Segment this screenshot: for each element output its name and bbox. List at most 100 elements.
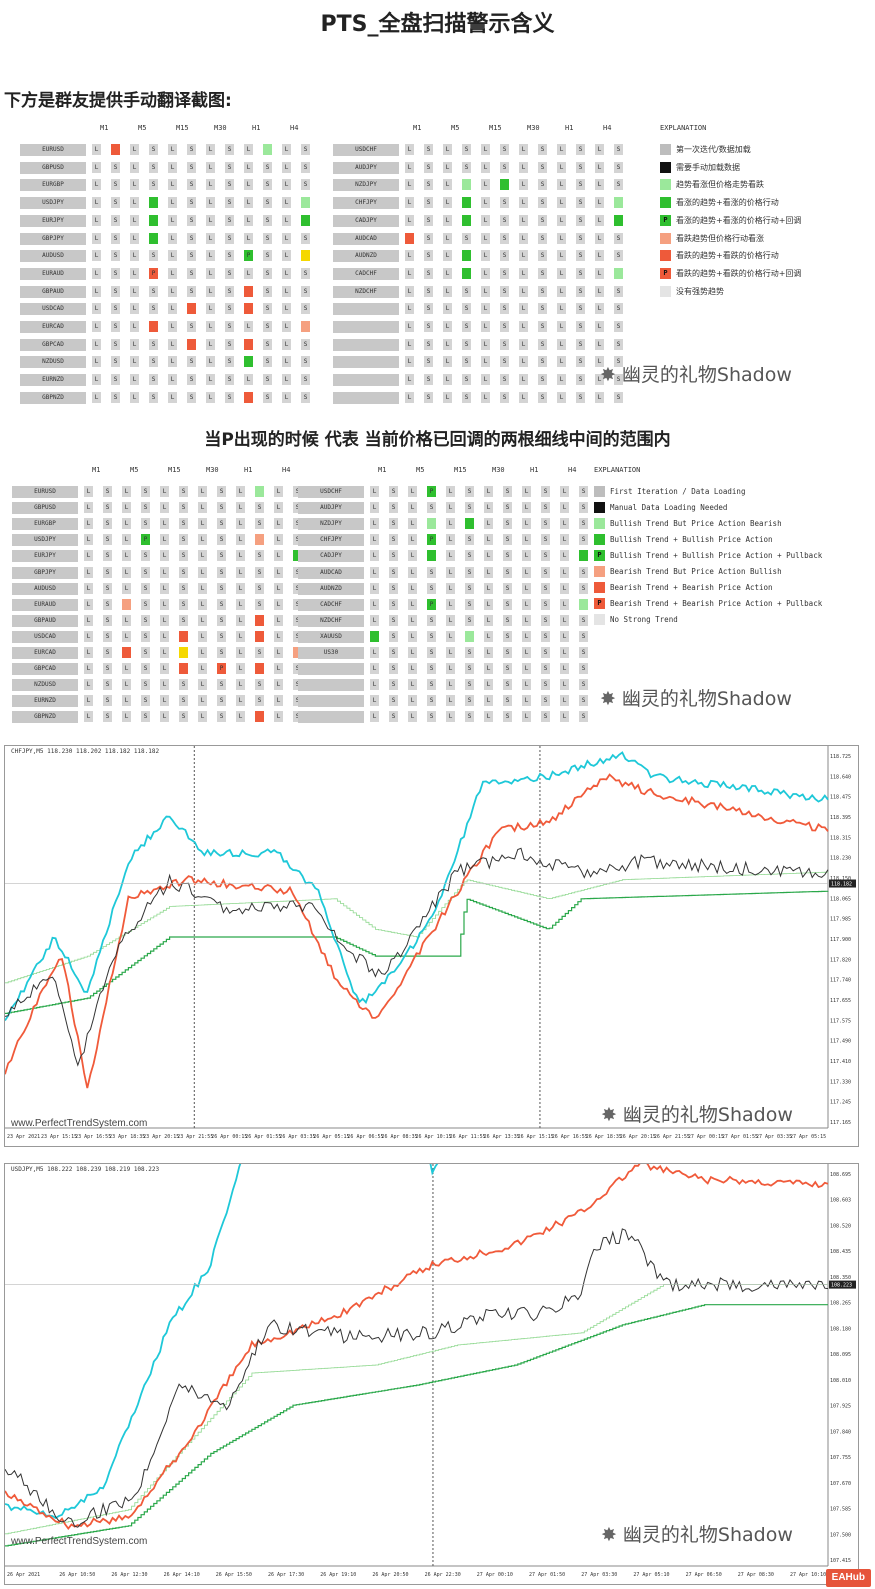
pair-label[interactable]: EURGBP [12, 518, 78, 531]
pair-label[interactable] [298, 663, 364, 676]
signal-cell: S [538, 250, 547, 262]
price-tick-label: 107.415 [830, 1558, 851, 1564]
signal-cell: S [263, 338, 272, 350]
pair-label[interactable]: NZDJPY [333, 179, 399, 192]
legend-label: 看跌趋势但价格行动看涨 [676, 233, 764, 243]
pair-label[interactable]: GBPJPY [12, 566, 78, 579]
signal-cell: L [92, 285, 101, 297]
signal-cell: L [557, 303, 566, 315]
signal-cell: S [111, 267, 120, 279]
pair-label[interactable]: AUDJPY [298, 502, 364, 515]
pair-label[interactable]: GBPUSD [12, 502, 78, 515]
signal-cell [149, 214, 158, 226]
signal-cell: S [103, 534, 112, 546]
pair-label[interactable] [298, 679, 364, 692]
signal-cell [255, 630, 264, 642]
pair-label[interactable]: CADJPY [333, 214, 399, 227]
pair-label[interactable]: CADJPY [298, 550, 364, 563]
pair-label[interactable]: NZDUSD [20, 356, 86, 369]
pair-label[interactable]: GBPAUD [20, 285, 86, 298]
signal-cell: L [160, 679, 169, 691]
pair-label[interactable]: EURGBP [20, 179, 86, 192]
pair-label[interactable]: USDJPY [12, 534, 78, 547]
signal-cell: L [130, 285, 139, 297]
pair-label[interactable] [298, 695, 364, 708]
pair-label[interactable]: EURAUD [20, 267, 86, 280]
pair-label[interactable]: GBPCAD [20, 338, 86, 351]
pair-label[interactable]: AUDJPY [333, 161, 399, 174]
pair-label[interactable]: CHFJPY [333, 197, 399, 210]
pair-label[interactable]: AUDNZD [298, 582, 364, 595]
pair-label[interactable] [333, 338, 399, 351]
signal-cell: S [576, 161, 585, 173]
signal-cell: L [446, 679, 455, 691]
pair-label[interactable] [333, 391, 399, 404]
pair-label[interactable]: GBPJPY [20, 232, 86, 245]
pair-label[interactable] [298, 711, 364, 724]
signal-cell: L [274, 582, 283, 594]
pair-label[interactable] [333, 303, 399, 316]
pair-label[interactable]: CADCHF [333, 267, 399, 280]
signal-cell: L [92, 232, 101, 244]
signal-cell: L [519, 321, 528, 332]
pair-label[interactable]: NZDCHF [298, 614, 364, 627]
signal-cell: S [217, 518, 226, 530]
pair-label[interactable]: AUDUSD [12, 582, 78, 595]
signal-cell: L [519, 338, 528, 350]
signal-cell: S [427, 663, 436, 675]
pair-label[interactable]: USDCHF [333, 144, 399, 156]
pair-label[interactable]: GBPCAD [12, 663, 78, 676]
signal-cell: L [370, 582, 379, 594]
pair-label[interactable]: EURUSD [12, 486, 78, 498]
pair-label[interactable] [333, 374, 399, 387]
pair-label[interactable] [333, 356, 399, 369]
signal-cell: L [557, 214, 566, 226]
pair-label[interactable] [333, 321, 399, 333]
pair-label[interactable]: EURNZD [20, 374, 86, 387]
signal-cell: L [206, 144, 215, 155]
signal-cell: S [579, 711, 588, 723]
pair-label[interactable]: AUDNZD [333, 250, 399, 263]
pair-label[interactable]: EURJPY [20, 214, 86, 227]
signal-cell: L [168, 144, 177, 155]
pair-label[interactable]: AUDCAD [298, 566, 364, 579]
legend-swatch [660, 197, 671, 209]
pair-label[interactable]: USDJPY [20, 197, 86, 210]
pair-label[interactable]: GBPUSD [20, 161, 86, 174]
signal-cell: L [274, 566, 283, 578]
chart-header: USDJPY,M5 108.222 108.239 108.219 108.22… [11, 1166, 160, 1173]
pair-label[interactable]: AUDUSD [20, 250, 86, 263]
signal-cell: L [160, 598, 169, 610]
pair-label[interactable]: GBPNZD [12, 711, 78, 724]
signal-cell: L [557, 197, 566, 209]
pair-label[interactable]: USDCAD [12, 630, 78, 643]
signal-cell: S [538, 391, 547, 403]
signal-cell: S [541, 663, 550, 675]
pair-label[interactable]: NZDJPY [298, 518, 364, 531]
pair-label[interactable]: EURNZD [12, 695, 78, 708]
pair-label[interactable]: GBPAUD [12, 614, 78, 627]
signal-cell: S [579, 566, 588, 578]
signal-cell: L [274, 518, 283, 530]
pair-label[interactable]: USDCHF [298, 486, 364, 498]
pair-label[interactable]: GBPNZD [20, 391, 86, 404]
signal-cell: S [541, 566, 550, 578]
legend-swatch [660, 161, 671, 173]
pair-label[interactable]: CHFJPY [298, 534, 364, 547]
pair-label[interactable]: EURJPY [12, 550, 78, 563]
pair-label[interactable]: USDCAD [20, 303, 86, 316]
pair-label[interactable]: EURCAD [12, 647, 78, 659]
pair-label[interactable]: NZDUSD [12, 679, 78, 692]
pair-label[interactable]: XAUUSD [298, 630, 364, 643]
pair-label[interactable]: CADCHF [298, 598, 364, 611]
pair-label[interactable]: NZDCHF [333, 285, 399, 298]
signal-cell: L [236, 534, 245, 546]
pair-label[interactable]: US30 [298, 647, 364, 659]
pair-label[interactable]: EURAUD [12, 598, 78, 611]
signal-cell: L [198, 630, 207, 642]
signal-cell: S [293, 518, 302, 530]
timeframe-label: M1 [92, 466, 101, 474]
pair-label[interactable]: AUDCAD [333, 232, 399, 245]
pair-label[interactable]: EURCAD [20, 321, 86, 333]
pair-label[interactable]: EURUSD [20, 144, 86, 156]
